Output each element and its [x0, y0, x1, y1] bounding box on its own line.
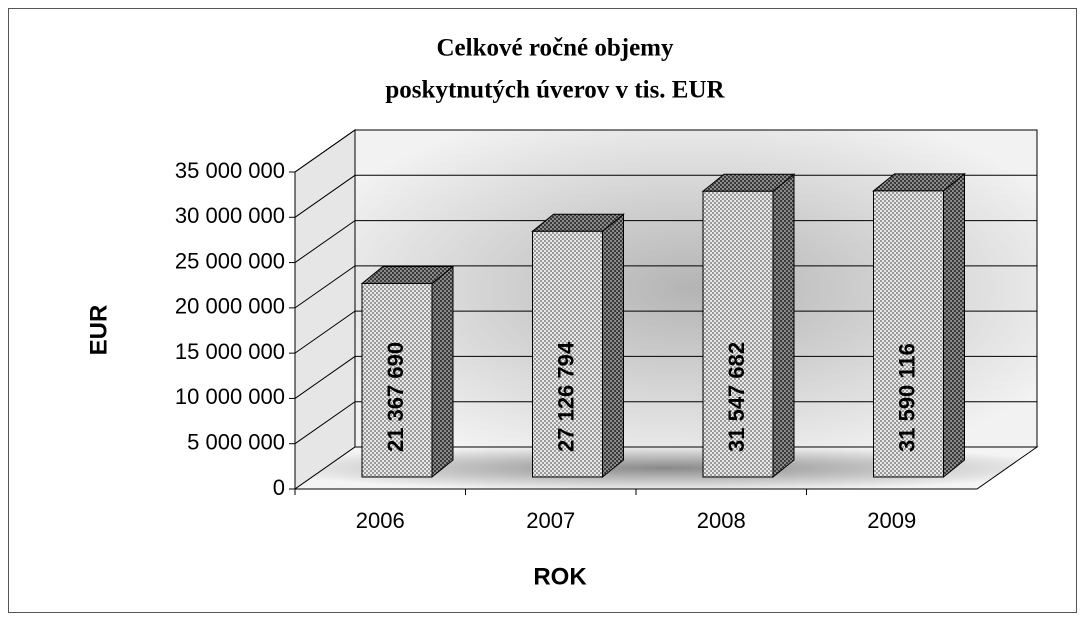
x-tick-label: 2007: [526, 508, 575, 533]
grid-line: [294, 355, 1037, 399]
data-label: 31 547 682: [724, 342, 749, 452]
x-tick-label: 2006: [356, 508, 405, 533]
y-tick-label: 35 000 000: [175, 158, 285, 183]
data-label: 27 126 794: [553, 341, 578, 452]
grid-line: [294, 220, 1037, 263]
bar-side: [772, 173, 795, 479]
chart-title: poskytnutých úverov v tis. EUR: [385, 77, 725, 104]
y-tick-label: 5 000 000: [187, 430, 285, 455]
grid-line: [294, 129, 1037, 173]
y-tick-label: 10 000 000: [175, 384, 285, 409]
y-tick-label: 25 000 000: [175, 248, 285, 273]
bar-side: [431, 265, 454, 479]
grid-line: [294, 174, 1037, 218]
grid-line: [294, 265, 1037, 309]
y-tick-label: 15 000 000: [175, 339, 285, 364]
data-label: 21 367 690: [383, 342, 408, 452]
bar: [361, 282, 433, 478]
grid-line: [294, 401, 1037, 445]
y-tick-label: 30 000 000: [175, 203, 285, 228]
bar: [873, 190, 944, 478]
bar: [702, 190, 774, 478]
side-wall: [294, 129, 356, 490]
x-axis-label: ROK: [533, 563, 587, 590]
bar: [532, 230, 603, 478]
chart-title: Celkové ročné objemy: [437, 35, 674, 62]
y-tick-label: 20 000 000: [175, 294, 285, 319]
bar-side: [602, 213, 624, 479]
y-tick-label: 0: [273, 475, 285, 500]
y-axis-label: EUR: [85, 305, 112, 356]
x-tick-label: 2008: [697, 508, 746, 533]
bar-side: [943, 172, 965, 479]
x-tick-label: 2009: [867, 508, 916, 533]
grid-line: [294, 310, 1037, 354]
data-label: 31 590 116: [894, 343, 919, 452]
